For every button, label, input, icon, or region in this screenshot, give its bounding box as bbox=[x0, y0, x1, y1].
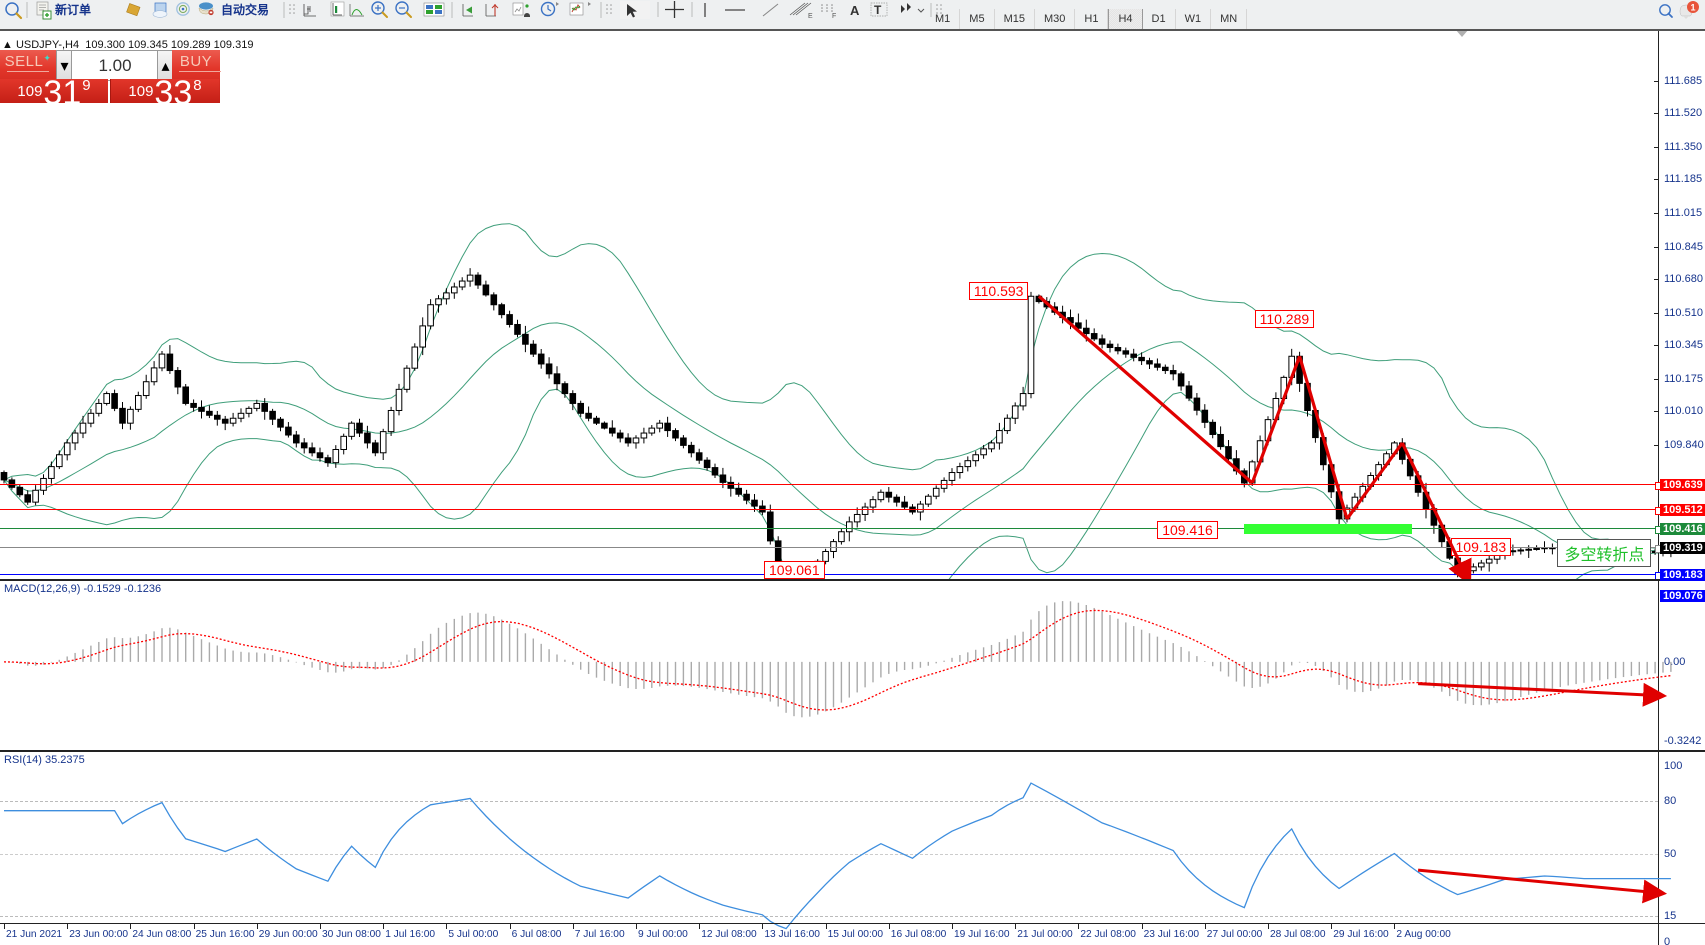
svg-text:E: E bbox=[808, 13, 813, 20]
svg-text:1: 1 bbox=[1690, 3, 1695, 13]
svg-text:A: A bbox=[850, 3, 860, 18]
svg-text:T: T bbox=[874, 3, 882, 17]
svg-text:新订单: 新订单 bbox=[55, 2, 91, 17]
svg-text:F: F bbox=[832, 13, 836, 20]
svg-text:自动交易: 自动交易 bbox=[221, 2, 269, 17]
